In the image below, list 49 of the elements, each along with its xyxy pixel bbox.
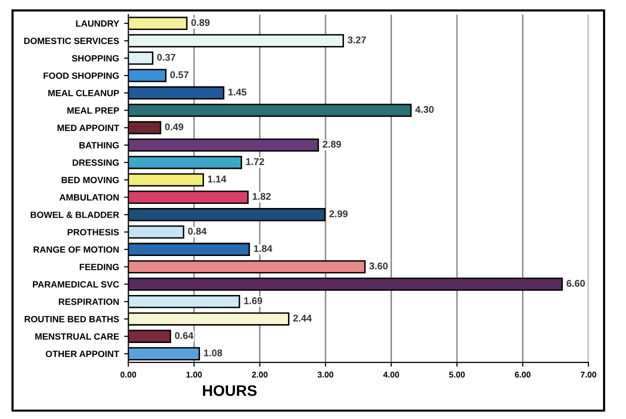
y-tick-label: PROTHESIS xyxy=(68,228,119,236)
data-label: 2.44 xyxy=(293,314,312,322)
data-label: 1.08 xyxy=(204,349,222,356)
x-tick-label: 0.00 xyxy=(120,372,136,378)
data-label: 1.84 xyxy=(254,245,272,252)
x-tick-label: 5.00 xyxy=(449,372,465,378)
data-label: 3.60 xyxy=(369,262,388,270)
data-label: 2.89 xyxy=(322,140,342,148)
y-tick-label: FEEDING xyxy=(80,264,119,270)
y-tick-label: DOMESTIC SERVICES xyxy=(24,38,119,44)
y-tick-label: PARAMEDICAL SVC xyxy=(32,281,120,288)
y-tick-label: FOOD SHOPPING xyxy=(44,72,119,79)
data-label: 1.69 xyxy=(244,297,262,304)
x-tick-label: 7.00 xyxy=(580,372,596,378)
y-tick-label: RESPIRATION xyxy=(58,298,119,305)
data-label: 0.57 xyxy=(170,71,188,78)
y-tick-label: MEAL PREP xyxy=(67,107,119,114)
data-label: 0.84 xyxy=(188,228,207,235)
x-tick-label: 6.00 xyxy=(514,372,530,378)
y-tick-label: OTHER APPOINT xyxy=(46,350,120,358)
y-tick-label: DRESSING xyxy=(72,159,119,166)
data-label: 4.30 xyxy=(415,106,434,113)
data-label: 0.37 xyxy=(157,54,176,61)
y-tick-label: LAUNDRY xyxy=(76,20,120,27)
y-tick-label: BATHING xyxy=(79,142,119,148)
data-label: 0.89 xyxy=(191,19,210,26)
y-tick-label: AMBULATION xyxy=(60,194,119,201)
y-tick-label: BED MOVING xyxy=(62,176,119,184)
data-label: 1.72 xyxy=(246,158,264,165)
x-tick-label: 3.00 xyxy=(318,372,334,378)
y-tick-label: RANGE OF MOTION xyxy=(34,246,119,253)
data-label: 3.27 xyxy=(348,36,366,44)
data-label: 1.45 xyxy=(228,88,246,96)
y-tick-label: MED APPOINT xyxy=(58,124,120,132)
x-tick-label: 2.00 xyxy=(252,372,268,378)
x-tick-label: 4.00 xyxy=(383,372,400,378)
data-label: 1.14 xyxy=(208,176,226,182)
y-tick-label: ROUTINE BED BATHS xyxy=(24,316,119,322)
data-label: 0.49 xyxy=(165,123,184,130)
y-tick-label: MENSTRUAL CARE xyxy=(35,333,119,340)
data-label: 0.64 xyxy=(174,332,194,339)
data-label: 1.82 xyxy=(252,192,271,200)
y-tick-label: SHOPPING xyxy=(72,55,119,62)
y-tick-label: MEAL CLEANUP xyxy=(48,90,119,96)
data-label: 6.60 xyxy=(566,280,585,287)
x-tick-label: 1.00 xyxy=(186,372,202,378)
data-label: 2.99 xyxy=(329,210,348,218)
y-tick-label: BOWEL & BLADDER xyxy=(30,212,120,218)
x-axis-title: HOURS xyxy=(202,385,257,396)
